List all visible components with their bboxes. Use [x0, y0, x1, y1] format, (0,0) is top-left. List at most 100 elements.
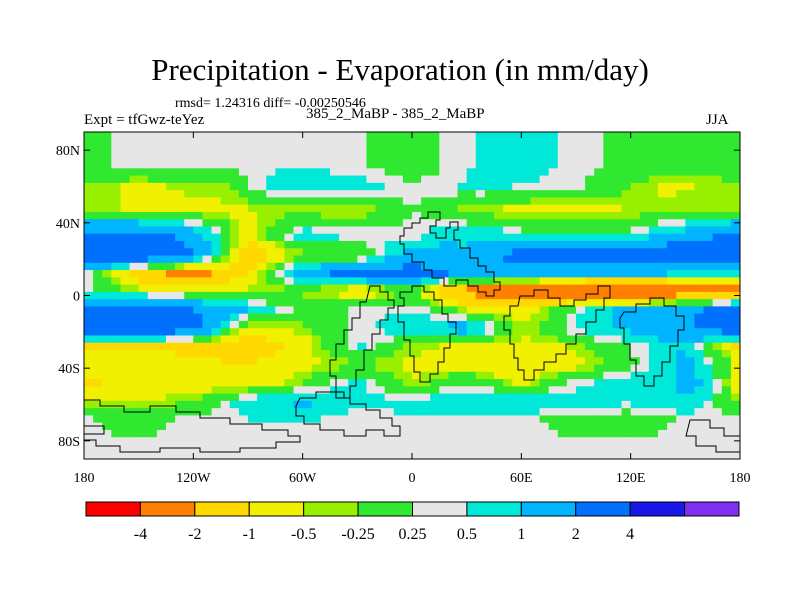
field-cell [320, 270, 331, 278]
field-cell [566, 255, 577, 264]
field-cell [494, 146, 504, 155]
field-cell [667, 422, 677, 431]
field-cell [348, 284, 358, 293]
field-cell [111, 342, 121, 351]
field-cell [166, 371, 176, 380]
field-cell [393, 255, 404, 264]
field-cell [366, 357, 376, 365]
field-cell [530, 386, 540, 394]
field-cell [238, 451, 249, 460]
field-cell [521, 437, 531, 445]
field-cell [375, 415, 386, 424]
field-cell [494, 182, 504, 191]
field-cell [694, 306, 704, 315]
field-cell [439, 342, 449, 351]
field-cell [457, 328, 468, 336]
field-cell [275, 415, 285, 424]
field-cell [402, 197, 413, 206]
field-cell [630, 248, 641, 256]
field-cell [512, 408, 522, 416]
field-cell [348, 408, 358, 416]
field-cell [320, 313, 331, 322]
field-cell [384, 255, 395, 264]
field-cell [603, 371, 613, 380]
field-cell [439, 313, 449, 322]
field-cell [621, 306, 632, 315]
field-cell [703, 429, 714, 438]
field-cell [175, 451, 185, 460]
field-cell [320, 146, 331, 155]
field-cell [366, 451, 376, 460]
field-cell [730, 175, 741, 184]
field-cell [375, 306, 386, 315]
field-cell [630, 270, 641, 278]
field-cell [129, 153, 140, 162]
field-cell [694, 393, 704, 402]
field-cell [612, 204, 622, 213]
field-cell [721, 146, 732, 155]
field-cell [448, 422, 458, 431]
field-cell [357, 270, 367, 278]
field-cell [484, 190, 495, 198]
field-cell [138, 270, 149, 278]
field-cell [494, 132, 504, 140]
field-cell [676, 226, 686, 235]
field-cell [166, 153, 176, 162]
field-cell [147, 437, 158, 445]
field-cell [448, 233, 458, 242]
field-cell [594, 284, 604, 293]
field-cell [503, 226, 513, 235]
field-cell [166, 415, 176, 424]
field-cell [339, 379, 349, 387]
field-cell [293, 139, 304, 147]
field-cell [703, 146, 714, 155]
field-cell [712, 270, 723, 278]
field-cell [357, 357, 367, 365]
field-cell [412, 197, 422, 206]
field-cell [120, 429, 130, 438]
field-cell [284, 153, 294, 162]
field-cell [84, 182, 94, 191]
field-cell [676, 408, 686, 416]
field-cell [229, 429, 240, 438]
field-cell [694, 284, 704, 293]
field-cell [220, 357, 231, 365]
field-cell [530, 139, 540, 147]
field-cell [120, 175, 130, 184]
field-cell [576, 400, 586, 409]
field-cell [430, 320, 440, 329]
field-cell [712, 393, 723, 402]
field-cell [357, 393, 367, 402]
field-cell [603, 335, 613, 344]
field-cell [330, 320, 340, 329]
field-cell [102, 379, 112, 387]
field-cell [621, 328, 632, 336]
field-cell [621, 284, 632, 293]
field-cell [111, 393, 121, 402]
field-cell [676, 313, 686, 322]
field-cell [621, 241, 632, 249]
field-cell [211, 350, 222, 358]
field-cell [730, 277, 741, 285]
field-cell [330, 233, 340, 242]
field-cell [311, 350, 322, 358]
field-cell [266, 379, 276, 387]
field-cell [348, 379, 358, 387]
field-cell [348, 146, 358, 155]
field-cell [503, 415, 513, 424]
field-cell [557, 277, 568, 285]
field-cell [348, 306, 358, 315]
field-cell [330, 262, 340, 271]
field-cell [667, 306, 677, 315]
field-cell [129, 241, 140, 249]
field-cell [721, 219, 732, 227]
field-cell [521, 132, 531, 140]
field-cell [320, 168, 331, 176]
field-cell [694, 175, 704, 184]
field-cell [320, 248, 331, 256]
field-cell [466, 248, 477, 256]
field-cell [293, 161, 304, 169]
field-cell [102, 422, 112, 431]
field-cell [703, 284, 714, 293]
field-cell [348, 241, 358, 249]
